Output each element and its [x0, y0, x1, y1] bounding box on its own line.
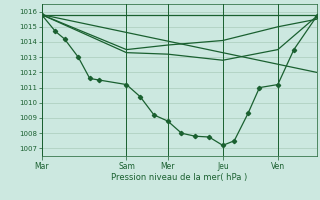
X-axis label: Pression niveau de la mer( hPa ): Pression niveau de la mer( hPa ): [111, 173, 247, 182]
